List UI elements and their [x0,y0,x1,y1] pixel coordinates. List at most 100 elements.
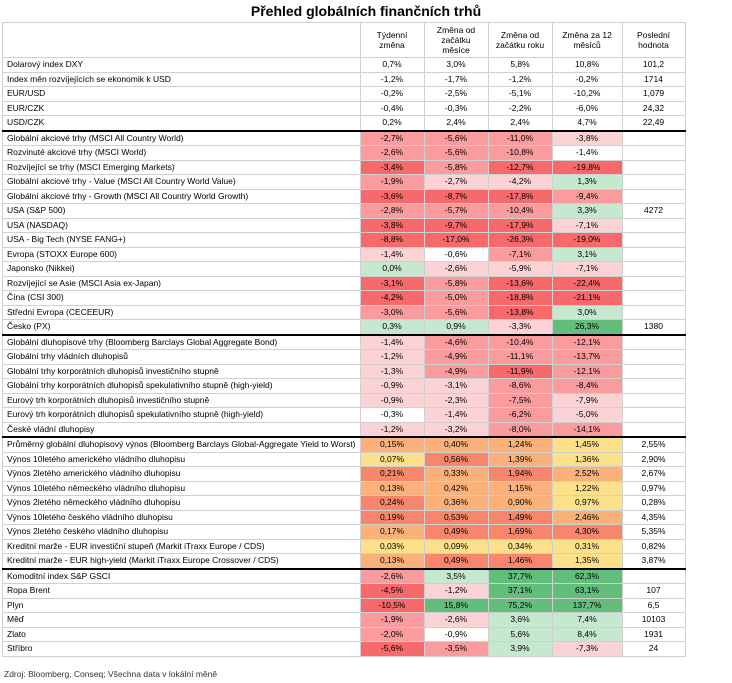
weekly-change-cell: -2,6% [359,567,425,584]
mtd-change-cell: 15,8% [423,597,489,613]
ytd-change-cell: -4,2% [487,174,553,190]
ytd-change-cell: -12,7% [487,159,553,175]
ytd-change-cell: -17,9% [487,217,553,233]
table-row: Plyn -10,5% 15,8% 75,2% 137,7% 6,5 [2,597,686,613]
row-label: EUR/USD [2,86,361,102]
12m-change-cell: 3,0% [551,304,623,320]
mtd-change-cell: -5,6% [423,129,489,146]
weekly-change-cell: -4,2% [359,290,425,306]
row-label: Měď [2,612,361,628]
mtd-change-cell: -4,9% [423,363,489,379]
12m-change-cell: 8,4% [551,626,623,642]
table-row: Výnos 2letého německého vládního dluhopi… [2,495,686,511]
mtd-change-cell: -3,2% [423,421,489,438]
ytd-change-cell: -5,1% [487,86,553,102]
mtd-change-cell: 0,53% [423,509,489,525]
12m-change-cell: 10,8% [551,57,623,73]
mtd-change-cell: 0,36% [423,495,489,511]
mtd-change-cell: -5,8% [423,159,489,175]
last-value-cell: 0,28% [621,495,686,511]
weekly-change-cell: 0,7% [359,57,425,73]
last-value-cell [621,349,686,365]
table-row: USA (NASDAQ) -3,8% -9,7% -17,9% -7,1% [2,217,686,233]
ytd-change-cell: 1,49% [487,509,553,525]
table-row: Výnos 2letého českého vládního dluhopisu… [2,524,686,540]
table-row: Stříbro -5,6% -3,5% 3,9% -7,3% 24 [2,641,686,657]
row-label: Globální akciové trhy - Growth (MSCI All… [2,188,361,204]
ytd-change-cell: -2,2% [487,100,553,116]
12m-change-cell: 2,52% [551,466,623,482]
weekly-change-cell: 0,17% [359,524,425,540]
row-label: USA (NASDAQ) [2,217,361,233]
row-label: Výnos 2letého českého vládního dluhopisu [2,524,361,540]
source-note: Zdroj: Bloomberg, Conseq; Všechna data v… [4,669,218,679]
row-label: Globální akciové trhy - Value (MSCI All … [2,174,361,190]
row-label: Kreditní marže - EUR investiční stupeň (… [2,538,361,554]
weekly-change-cell: -1,2% [359,349,425,365]
mtd-change-cell: -5,6% [423,304,489,320]
last-value-cell: 4272 [621,203,686,219]
weekly-change-cell: 0,15% [359,436,425,453]
table-row: Eurový trh korporátních dluhopisů spekul… [2,407,686,423]
weekly-change-cell: 0,2% [359,115,425,131]
row-label: Eurový trh korporátních dluhopisů spekul… [2,407,361,423]
header-name [2,22,361,58]
mtd-change-cell: -3,5% [423,641,489,657]
last-value-cell [621,290,686,306]
row-label: Výnos 10letého amerického vládního dluho… [2,451,361,467]
row-label: Rozvíjející se trhy (MSCI Emerging Marke… [2,159,361,175]
last-value-cell: 0,82% [621,538,686,554]
weekly-change-cell: -10,5% [359,597,425,613]
table-row: Kreditní marže - EUR investiční stupeň (… [2,538,686,554]
ytd-change-cell: -11,1% [487,349,553,365]
row-label: Zlato [2,626,361,642]
ytd-change-cell: -3,3% [487,319,553,335]
mtd-change-cell: 0,56% [423,451,489,467]
ytd-change-cell: -11,0% [487,129,553,146]
mtd-change-cell: -5,0% [423,290,489,306]
row-label: Evropa (STOXX Europe 600) [2,246,361,262]
12m-change-cell: 3,1% [551,246,623,262]
12m-change-cell: 26,3% [551,319,623,335]
weekly-change-cell: -3,4% [359,159,425,175]
last-value-cell: 2,67% [621,466,686,482]
12m-change-cell: -6,0% [551,100,623,116]
table-row: Rozvíjející se trhy (MSCI Emerging Marke… [2,159,686,175]
12m-change-cell: 1,36% [551,451,623,467]
last-value-cell [621,421,686,438]
ytd-change-cell: 2,4% [487,115,553,131]
12m-change-cell: -1,4% [551,145,623,161]
last-value-cell: 22,49 [621,115,686,131]
table-row: Globální trhy vládních dluhopisů -1,2% -4,… [2,349,686,365]
table-row: Index měn rozvíjejících se ekonomik k US… [2,71,686,87]
weekly-change-cell: -3,0% [359,304,425,320]
table-row: České vládní dluhopisy -1,2% -3,2% -8,0% -14… [2,421,686,438]
mtd-change-cell: -0,9% [423,626,489,642]
last-value-cell: 107 [621,583,686,599]
mtd-change-cell: -1,2% [423,583,489,599]
mtd-change-cell: 2,4% [423,115,489,131]
last-value-cell: 6,5 [621,597,686,613]
table-row: USA (S&P 500) -2,8% -5,7% -10,4% 3,3% 4272 [2,203,686,219]
weekly-change-cell: -5,6% [359,641,425,657]
mtd-change-cell: -0,3% [423,100,489,116]
ytd-change-cell: -7,5% [487,392,553,408]
12m-change-cell: 1,22% [551,480,623,496]
table-row: Ropa Brent -4,5% -1,2% 37,1% 63,1% 107 [2,583,686,599]
row-label: Rozvinuté akciové trhy (MSCI World) [2,145,361,161]
12m-change-cell: -22,4% [551,275,623,291]
last-value-cell [621,129,686,146]
row-label: Index měn rozvíjejících se ekonomik k US… [2,71,361,87]
last-value-cell [621,246,686,262]
last-value-cell: 0,97% [621,480,686,496]
weekly-change-cell: 0,24% [359,495,425,511]
ytd-change-cell: -5,9% [487,261,553,277]
table-row: Komoditní index S&P GSCI -2,6% 3,5% 37,7% 62… [2,567,686,584]
last-value-cell: 4,35% [621,509,686,525]
last-value-cell: 1931 [621,626,686,642]
last-value-cell: 1,079 [621,86,686,102]
weekly-change-cell: -0,9% [359,378,425,394]
mtd-change-cell: 0,33% [423,466,489,482]
ytd-change-cell: 1,39% [487,451,553,467]
table-row: USA - Big Tech (NYSE FANG+) -8,8% -17,0% -2… [2,232,686,248]
